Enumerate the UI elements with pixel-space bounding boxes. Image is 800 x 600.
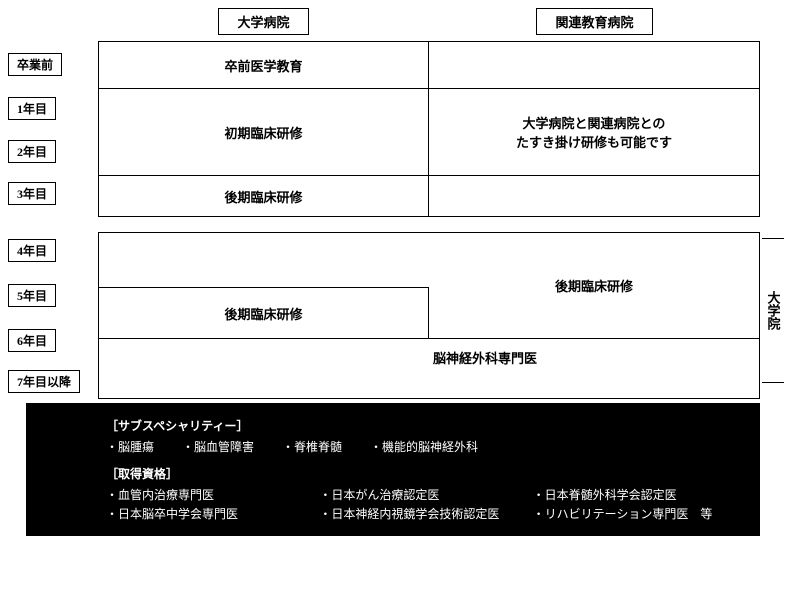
year-column: 卒業前 1年目 2年目 3年目 4年目 5年目 6年目 7年目以降 <box>8 41 98 399</box>
column-headers: 大学病院 関連教育病院 <box>98 8 760 35</box>
sub-item: ・機能的脳神経外科 <box>370 438 478 455</box>
subspecialty-title: ［サブスペシャリティー］ <box>106 417 746 434</box>
header-left-label: 大学病院 <box>218 8 308 35</box>
lower-grid: 後期臨床研修 後期臨床研修 脳神経外科専門医 <box>98 232 760 399</box>
cell-empty-left <box>99 233 429 288</box>
subspecialty-items: ・脳腫瘍 ・脳血管障害 ・脊椎脊髄 ・機能的脳神経外科 <box>106 438 746 455</box>
qual-item: ・日本脳卒中学会専門医 <box>106 505 319 522</box>
qual-item: ・日本がん治療認定医 <box>319 486 532 503</box>
year-7plus: 7年目以降 <box>8 370 80 393</box>
year-5: 5年目 <box>8 284 56 307</box>
year-3: 3年目 <box>8 182 56 205</box>
header-right-label: 関連教育病院 <box>536 8 652 35</box>
cell-specialist-left <box>99 339 429 375</box>
cell-specialist: 脳神経外科専門医 <box>429 339 759 375</box>
sub-item: ・脳腫瘍 <box>106 438 154 455</box>
year-4: 4年目 <box>8 239 56 262</box>
upper-grid: 卒前医学教育 初期臨床研修 大学病院と関連病院との たすき掛け研修も可能です 後… <box>98 41 760 217</box>
year-grad: 卒業前 <box>8 53 62 76</box>
cell-late-3: 後期臨床研修 <box>429 233 759 338</box>
qual-item: ・血管内治療専門医 <box>106 486 319 503</box>
year-1: 1年目 <box>8 97 56 120</box>
sub-item: ・脊椎脊髄 <box>282 438 342 455</box>
cell-late-2: 後期臨床研修 <box>99 288 429 338</box>
training-grid: 卒業前 1年目 2年目 3年目 4年目 5年目 6年目 7年目以降 卒前医学教育… <box>8 41 760 399</box>
sub-item: ・脳血管障害 <box>182 438 254 455</box>
qualifications-title: ［取得資格］ <box>106 465 746 482</box>
info-box: ［サブスペシャリティー］ ・脳腫瘍 ・脳血管障害 ・脊椎脊髄 ・機能的脳神経外科… <box>26 403 760 536</box>
header-right: 関連教育病院 <box>429 8 760 35</box>
graduate-school-label: 大学院 <box>762 238 784 383</box>
qual-item: ・日本神経内視鏡学会技術認定医 <box>319 505 532 522</box>
qual-item: ・日本脊髄外科学会認定医 <box>533 486 746 503</box>
qual-item: ・リハビリテーション専門医 等 <box>533 505 746 522</box>
graduate-school-text: 大学院 <box>764 291 783 330</box>
cell-initial-right: 大学病院と関連病院との たすき掛け研修も可能です <box>429 89 759 175</box>
year-6: 6年目 <box>8 329 56 352</box>
header-left: 大学病院 <box>98 8 429 35</box>
cell-late-1-right <box>429 176 759 216</box>
cell-initial: 初期臨床研修 <box>99 89 429 175</box>
year-2: 2年目 <box>8 140 56 163</box>
cell-pregrad: 卒前医学教育 <box>99 42 429 88</box>
qualifications-cols: ・血管内治療専門医 ・日本脳卒中学会専門医 ・日本がん治療認定医 ・日本神経内視… <box>106 486 746 522</box>
cell-late-1: 後期臨床研修 <box>99 176 429 216</box>
cell-pregrad-right <box>429 42 759 88</box>
